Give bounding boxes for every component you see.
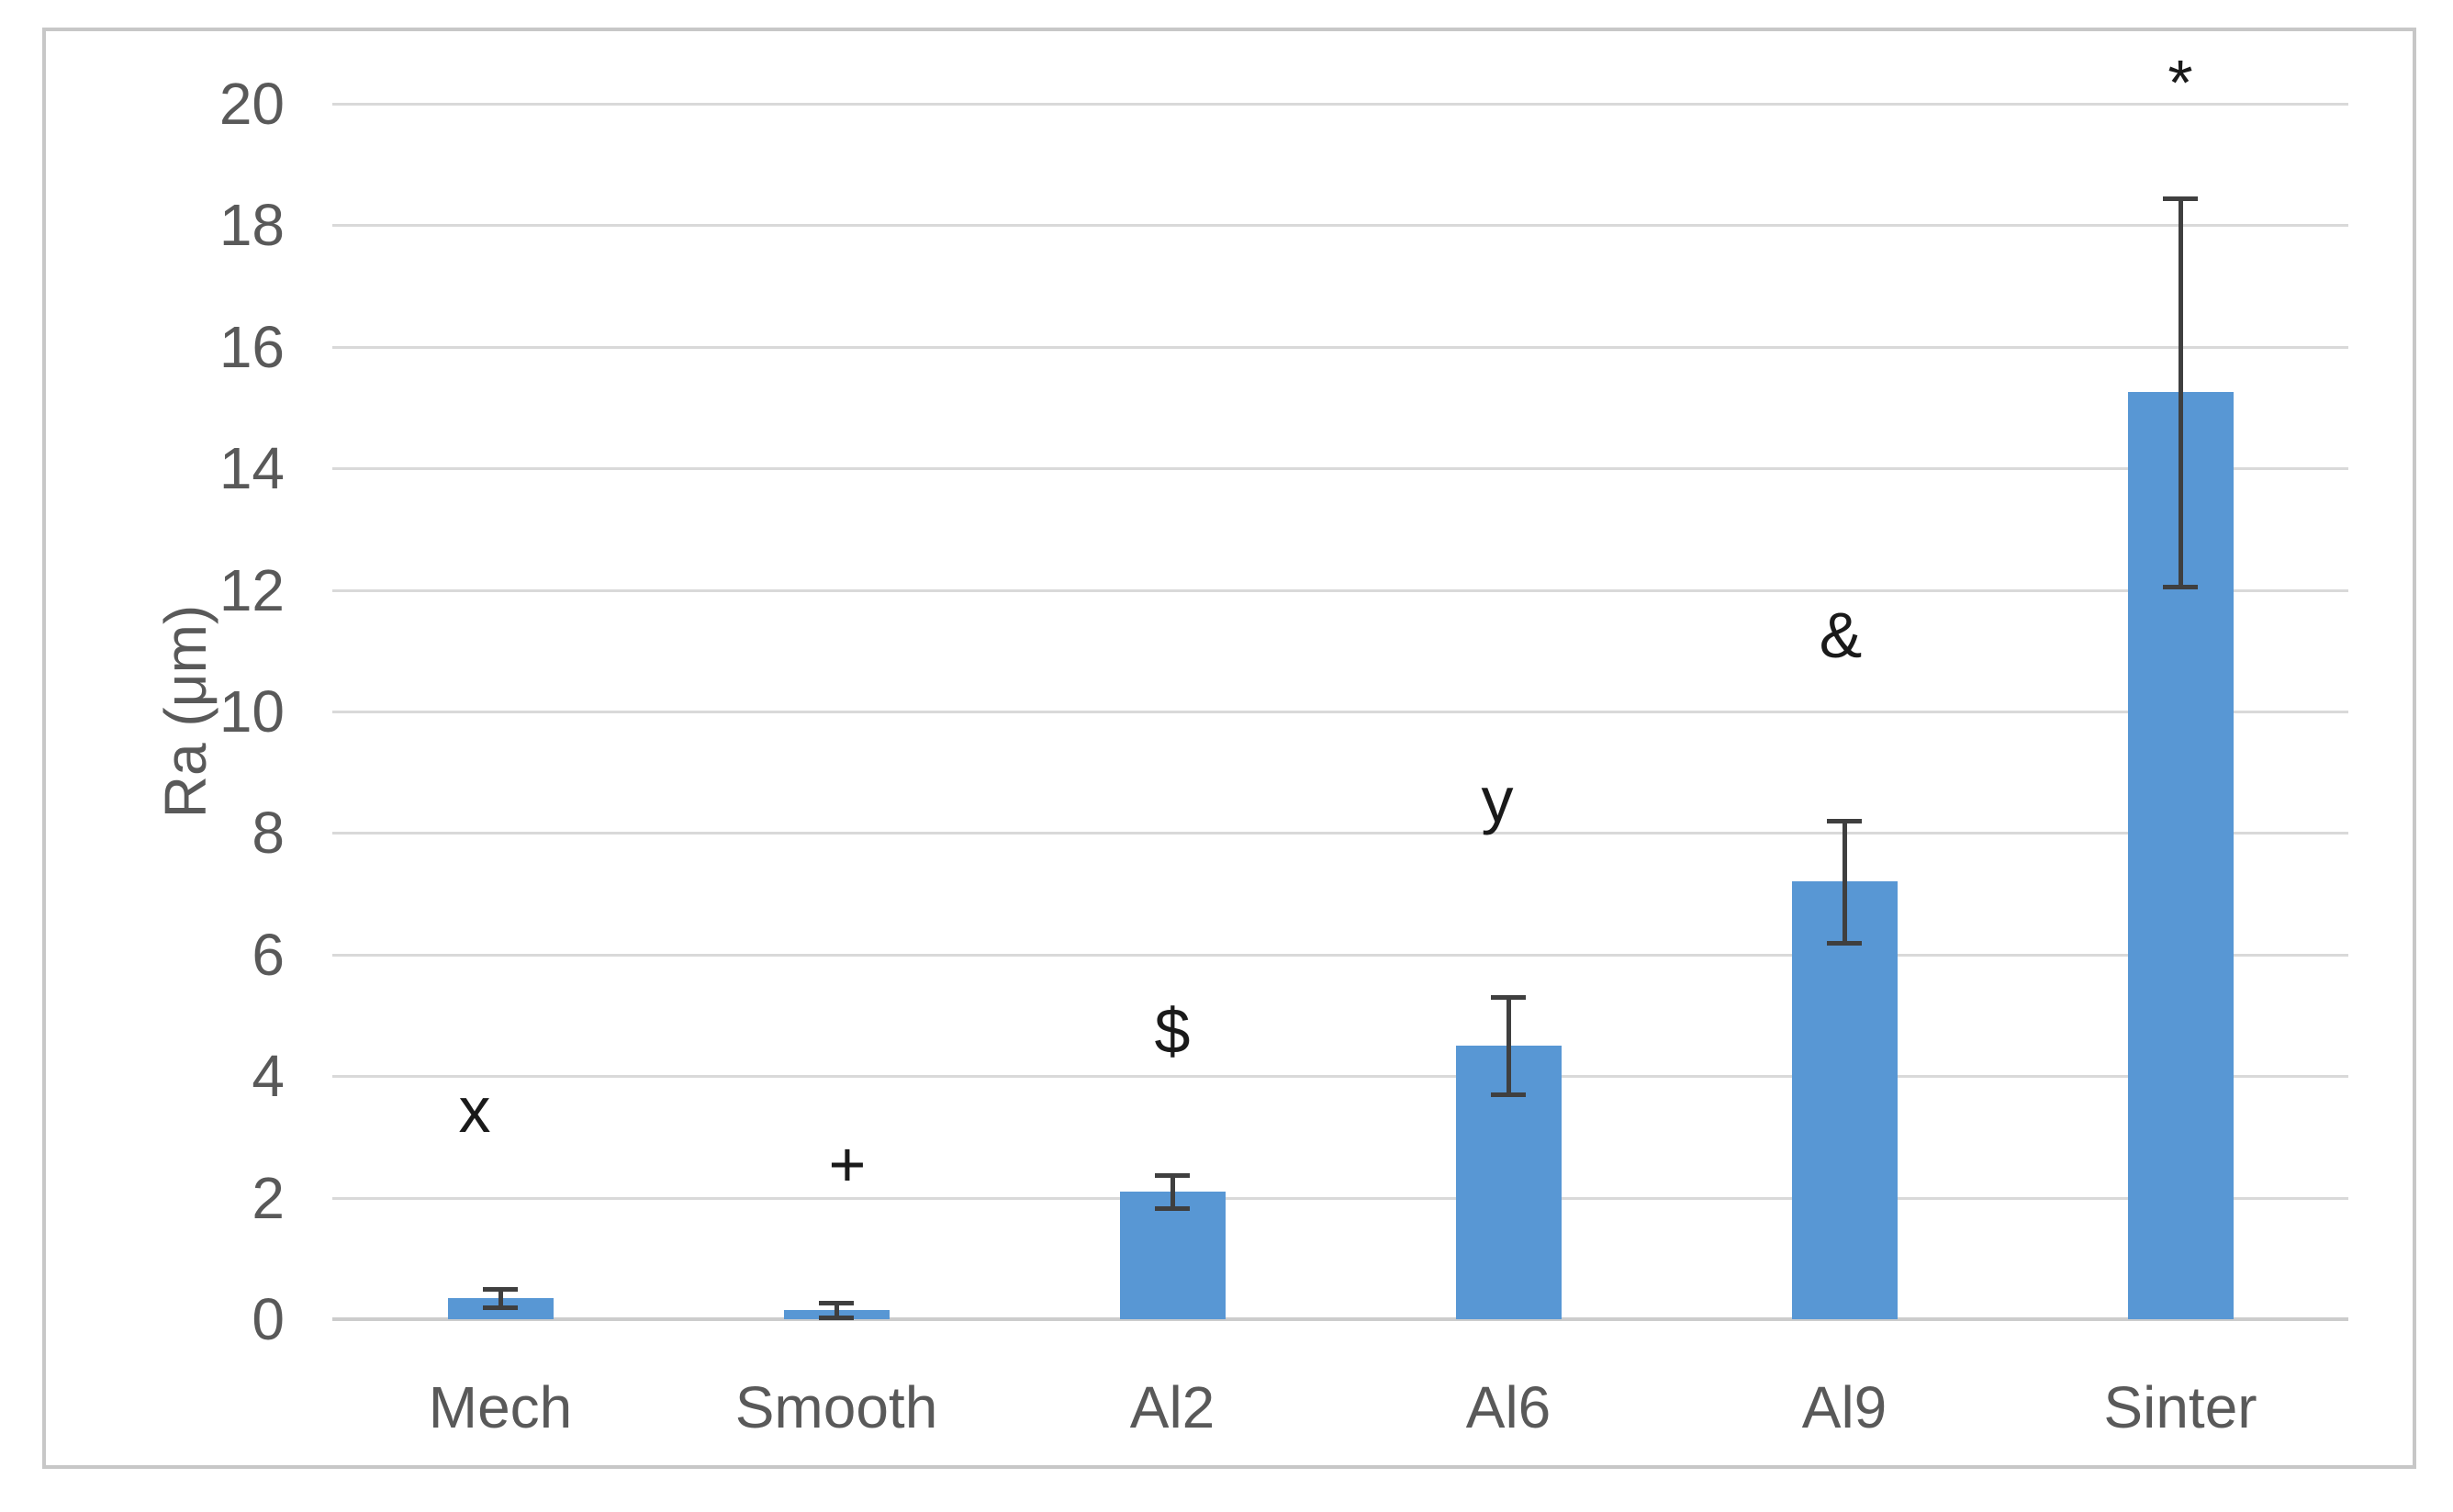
error-bar-top-cap-Sinter [2163, 196, 2198, 201]
error-bar-bottom-cap-Sinter [2163, 585, 2198, 590]
y-tick-label-14: 14 [218, 435, 285, 502]
error-bar-Sinter [2178, 197, 2183, 588]
y-tick-label-10: 10 [218, 678, 285, 745]
bar-Al9 [1791, 881, 1898, 1319]
annotation-Mech: x [458, 1073, 491, 1146]
error-bar-bottom-cap-Al9 [1827, 940, 1862, 946]
x-category-label-Smooth: Smooth [734, 1374, 938, 1440]
y-tick-label-4: 4 [252, 1043, 285, 1110]
gridline-12 [332, 588, 2348, 592]
annotation-Sinter: * [2167, 46, 2193, 118]
gridline-6 [332, 953, 2348, 957]
y-tick-label-6: 6 [252, 921, 285, 988]
x-category-label-Al6: Al6 [1465, 1374, 1551, 1440]
error-bar-Mech [498, 1288, 503, 1307]
annotation-Al2: $ [1154, 994, 1191, 1067]
error-bar-top-cap-Al9 [1827, 819, 1862, 824]
gridline-10 [332, 711, 2348, 713]
error-bar-bottom-cap-Al6 [1491, 1092, 1526, 1098]
bar-Al2 [1119, 1191, 1226, 1319]
y-tick-label-0: 0 [252, 1286, 285, 1352]
annotation-Al9: & [1819, 599, 1863, 672]
x-category-label-Sinter: Sinter [2103, 1374, 2257, 1440]
gridline-4 [332, 1075, 2348, 1079]
error-bar-top-cap-Mech [483, 1286, 518, 1292]
error-bar-Al6 [1506, 997, 1511, 1095]
error-bar-bottom-cap-Mech [483, 1305, 518, 1310]
annotation-Smooth: + [828, 1128, 867, 1201]
error-bar-Al9 [1842, 821, 1847, 943]
y-tick-label-8: 8 [252, 800, 285, 867]
x-category-label-Al2: Al2 [1129, 1374, 1215, 1440]
chart-figure: Ra (μm) 0 2 4 6 8 10 12 14 16 18 20 Mech Smooth Al2 Al… [42, 28, 2416, 1469]
gridline-2 [332, 1196, 2348, 1200]
y-tick-label-18: 18 [218, 192, 285, 259]
y-tick-label-20: 20 [218, 71, 285, 137]
error-bar-Al2 [1170, 1175, 1175, 1208]
annotation-Al6: y [1481, 763, 1514, 835]
error-bar-bottom-cap-Al2 [1155, 1205, 1190, 1211]
error-bar-top-cap-Al2 [1155, 1173, 1190, 1179]
gridline-14 [332, 467, 2348, 471]
error-bar-Smooth [834, 1303, 839, 1317]
gridline-20 [332, 103, 2348, 106]
y-tick-label-16: 16 [218, 313, 285, 380]
error-bar-top-cap-Al6 [1491, 995, 1526, 1001]
y-tick-label-12: 12 [218, 556, 285, 623]
error-bar-top-cap-Smooth [819, 1301, 854, 1306]
gridline-16 [332, 345, 2348, 349]
error-bar-bottom-cap-Smooth [819, 1316, 854, 1320]
x-category-label-Al9: Al9 [1801, 1374, 1887, 1440]
y-tick-label-2: 2 [252, 1164, 285, 1231]
x-axis-line [332, 1317, 2348, 1321]
gridline-8 [332, 832, 2348, 835]
x-category-label-Mech: Mech [428, 1374, 573, 1440]
gridline-18 [332, 224, 2348, 228]
